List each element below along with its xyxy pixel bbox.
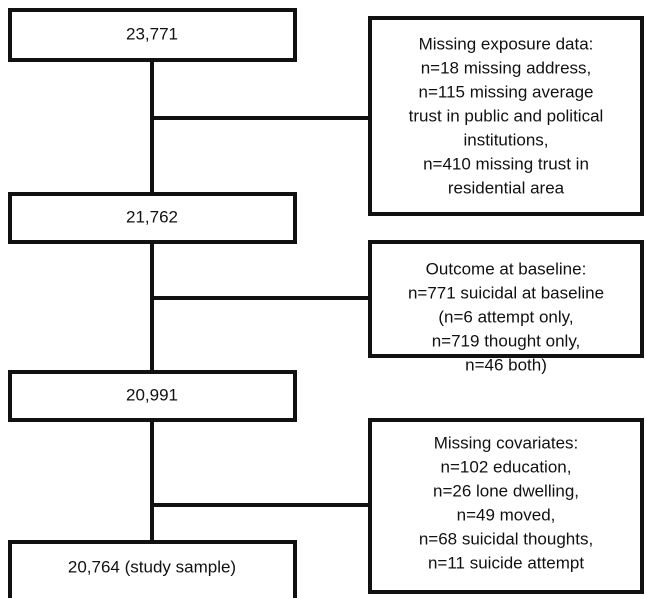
exclusion-text: Outcome at baseline: — [426, 259, 587, 278]
exclusion-text: n=18 missing address, — [421, 58, 592, 77]
exclusion-text: Missing exposure data: — [419, 34, 594, 53]
count-box — [8, 192, 297, 244]
exclusion-text: n=11 suicide attempt — [428, 553, 584, 572]
exclusion-text: Missing covariates: — [434, 433, 579, 452]
count-box — [8, 370, 297, 422]
count-box — [8, 540, 297, 598]
exclusion-text: n=26 lone dwelling, — [433, 481, 579, 500]
exclusion-text: (n=6 attempt only, — [438, 307, 573, 326]
count-label: 21,762 — [126, 207, 178, 226]
exclusion-text: n=46 both) — [465, 355, 547, 374]
exclusion-text: residential area — [448, 178, 565, 197]
exclusion-text: n=68 suicidal thoughts, — [419, 529, 593, 548]
exclusion-text: n=102 education, — [441, 457, 572, 476]
count-label: 20,764 (study sample) — [68, 557, 236, 576]
exclusion-text: trust in public and political — [409, 106, 604, 125]
exclusion-box — [368, 418, 644, 594]
exclusion-text: n=410 missing trust in — [423, 154, 589, 173]
exclusion-box — [368, 240, 644, 358]
count-box — [8, 8, 297, 62]
exclusion-text: institutions, — [463, 130, 548, 149]
exclusion-text: n=719 thought only, — [432, 331, 581, 350]
count-label: 23,771 — [126, 24, 178, 43]
exclusion-text: n=115 missing average — [419, 82, 594, 101]
exclusion-text: n=49 moved, — [457, 505, 556, 524]
exclusion-text: n=771 suicidal at baseline — [408, 283, 604, 302]
count-label: 20,991 — [126, 385, 178, 404]
exclusion-box — [368, 16, 644, 216]
